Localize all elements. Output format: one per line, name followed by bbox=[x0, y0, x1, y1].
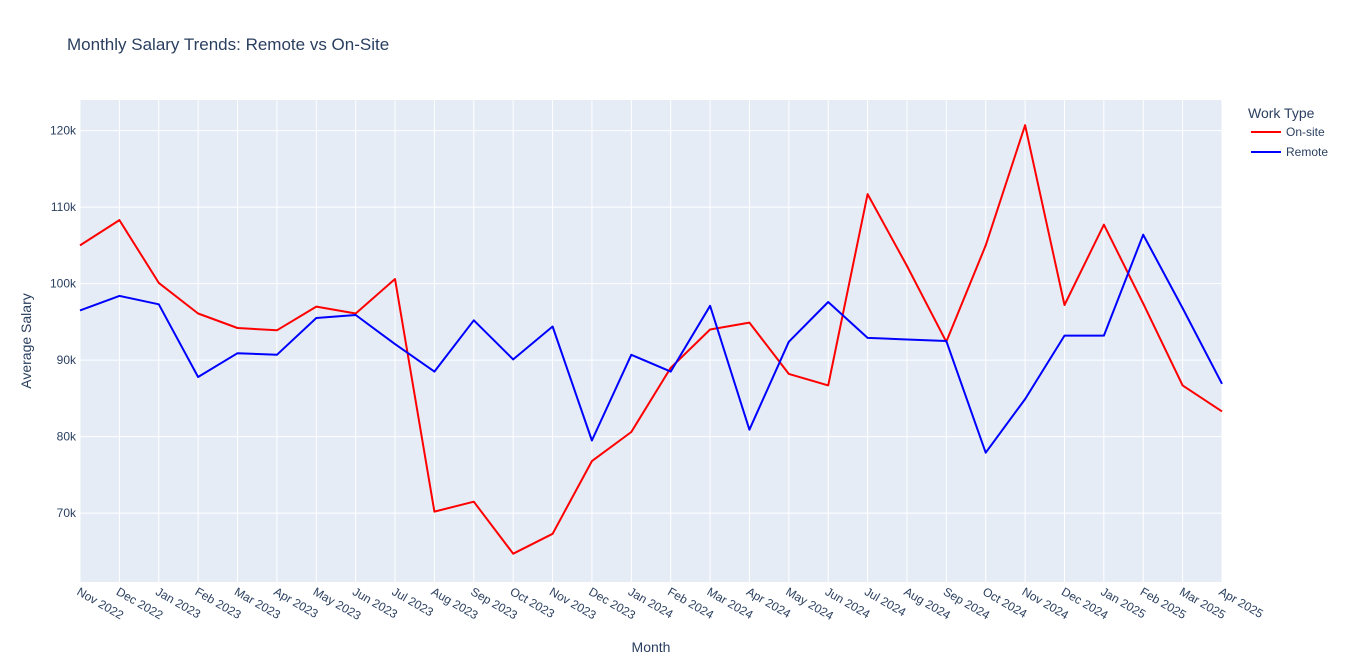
legend: Work Type On-site Remote bbox=[1248, 105, 1328, 159]
y-tick-label: 80k bbox=[57, 430, 77, 444]
series-line-on-site[interactable] bbox=[79, 124, 1223, 555]
x-axis-title: Month bbox=[632, 639, 671, 655]
y-tick-label: 100k bbox=[50, 277, 77, 291]
chart-title: Monthly Salary Trends: Remote vs On-Site bbox=[67, 35, 389, 54]
y-tick-label: 70k bbox=[57, 506, 77, 520]
legend-item-on-site[interactable]: On-site bbox=[1251, 125, 1325, 139]
plot-area bbox=[80, 100, 1222, 582]
y-tick-label: 110k bbox=[51, 200, 77, 214]
legend-label-remote: Remote bbox=[1286, 145, 1328, 159]
series-lines bbox=[79, 124, 1223, 555]
y-axis-ticks: 70k 80k 90k 100k 110k 120k bbox=[50, 124, 77, 521]
series-line-remote[interactable] bbox=[79, 233, 1223, 454]
legend-item-remote[interactable]: Remote bbox=[1251, 145, 1328, 159]
legend-label-on-site: On-site bbox=[1286, 125, 1325, 139]
y-tick-label: 90k bbox=[57, 353, 77, 367]
legend-title: Work Type bbox=[1248, 105, 1315, 121]
y-axis-title: Average Salary bbox=[18, 293, 34, 388]
grid bbox=[79, 100, 1223, 582]
y-tick-label: 120k bbox=[50, 124, 77, 138]
